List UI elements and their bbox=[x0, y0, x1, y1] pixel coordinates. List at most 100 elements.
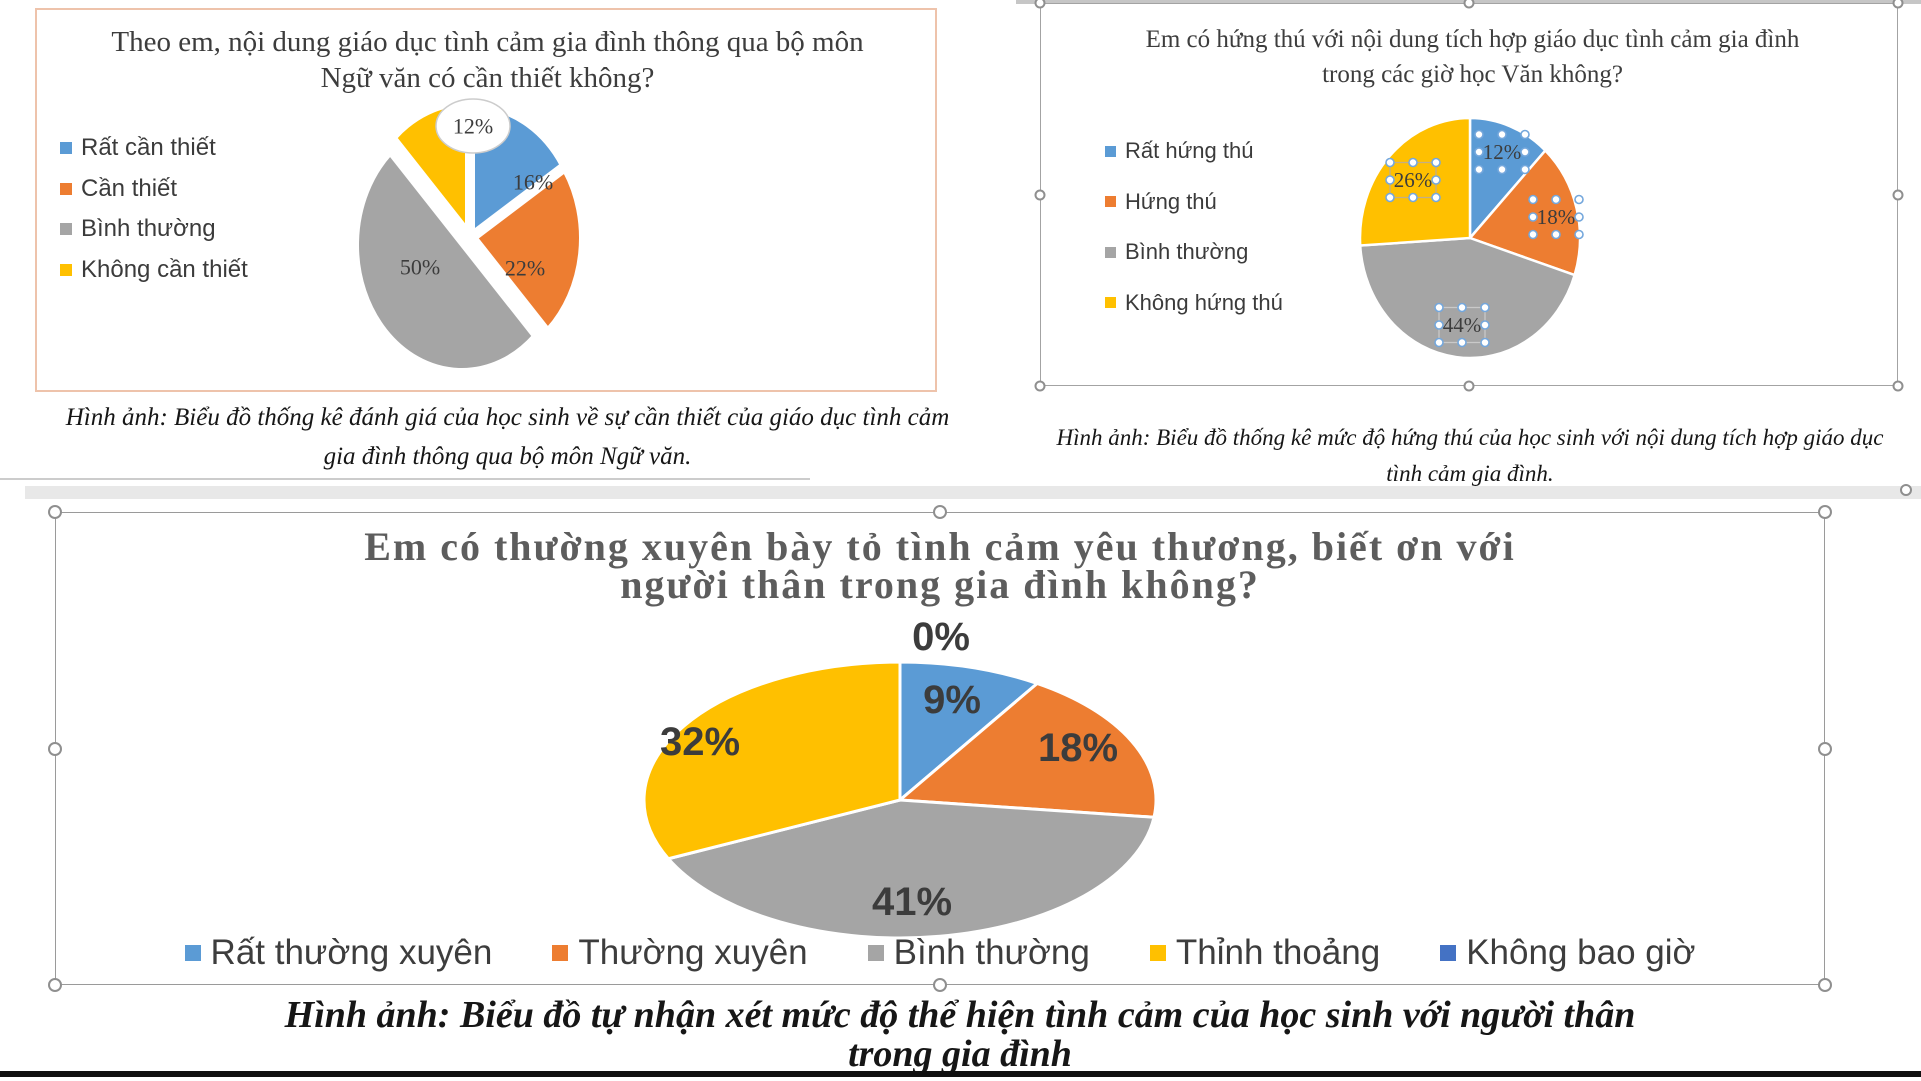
legend-swatch-icon bbox=[60, 263, 72, 276]
label-selection-dot[interactable] bbox=[1528, 194, 1538, 205]
selection-handle[interactable] bbox=[1034, 0, 1046, 9]
label-selection-dot[interactable] bbox=[1528, 212, 1538, 222]
chart1-pie[interactable]: 16% 22% 50% 12% bbox=[340, 85, 610, 385]
selection-handle[interactable] bbox=[1892, 189, 1904, 200]
pie-slice-Thỉnh thoảng[interactable] bbox=[642, 660, 902, 861]
label-selection-dot[interactable] bbox=[1551, 194, 1561, 205]
label-selection-dot[interactable] bbox=[1551, 229, 1561, 240]
legend-item[interactable]: Bình thường bbox=[1105, 239, 1283, 265]
pie-slice-Bình thường[interactable] bbox=[355, 151, 536, 372]
label-selection-dot[interactable] bbox=[1480, 337, 1490, 348]
legend-label: Cần thiết bbox=[81, 174, 178, 202]
data-label[interactable]: 26% bbox=[1394, 168, 1433, 192]
label-selection-dot[interactable] bbox=[1431, 192, 1441, 203]
label-selection-dot[interactable] bbox=[1520, 147, 1530, 157]
chart3-title-line1: Em có thường xuyên bày tỏ tình cảm yêu t… bbox=[364, 524, 1516, 569]
data-label[interactable]: 18% bbox=[1038, 726, 1118, 770]
data-label[interactable]: 22% bbox=[505, 256, 545, 281]
legend-item[interactable]: Thường xuyên bbox=[552, 933, 808, 973]
label-selection-dot[interactable] bbox=[1385, 192, 1395, 203]
selection-handle[interactable] bbox=[1892, 0, 1904, 9]
pie-slice-Cần thiết[interactable] bbox=[474, 169, 583, 332]
selection-handle[interactable] bbox=[1818, 978, 1832, 992]
selection-handle[interactable] bbox=[933, 505, 947, 519]
legend-item[interactable]: Không bao giờ bbox=[1440, 933, 1695, 973]
data-label[interactable]: 12% bbox=[1483, 140, 1522, 164]
stray-selection-handle[interactable] bbox=[1900, 484, 1912, 496]
label-selection-dot[interactable] bbox=[1497, 129, 1507, 140]
selection-handle[interactable] bbox=[1034, 189, 1046, 200]
selection-handle[interactable] bbox=[1034, 380, 1046, 392]
label-selection-dot[interactable] bbox=[1480, 320, 1490, 330]
label-selection-dot[interactable] bbox=[1434, 320, 1444, 330]
chart2-pie[interactable]: 12% 18% 44% 26% bbox=[1350, 110, 1590, 370]
label-selection-dot[interactable] bbox=[1434, 337, 1444, 348]
data-label[interactable]: 12% bbox=[453, 114, 493, 139]
label-selection-dot[interactable] bbox=[1408, 157, 1418, 168]
pie-slice-Bình thường[interactable] bbox=[666, 798, 1156, 940]
selection-handle[interactable] bbox=[48, 978, 62, 992]
label-selection-dot[interactable] bbox=[1474, 129, 1484, 140]
pie-slice-Thường xuyên[interactable] bbox=[898, 681, 1158, 819]
selection-handle[interactable] bbox=[1818, 505, 1832, 519]
chart1-caption: Hình ảnh: Biểu đồ thống kê đánh giá của … bbox=[15, 398, 1000, 476]
chart3-pie[interactable]: 9% 18% 41% 32% 0% bbox=[630, 615, 1170, 945]
data-label[interactable]: 41% bbox=[872, 880, 952, 924]
legend-item[interactable]: Bình thường bbox=[60, 215, 248, 243]
selection-handle[interactable] bbox=[1892, 380, 1904, 392]
label-selection-dot[interactable] bbox=[1385, 157, 1395, 168]
legend-item[interactable]: Không hứng thú bbox=[1105, 290, 1283, 316]
data-label[interactable]: 50% bbox=[400, 255, 440, 280]
legend-item[interactable]: Không cần thiết bbox=[60, 256, 248, 284]
chart1-title-line2: Ngữ văn có cần thiết không? bbox=[320, 62, 655, 94]
label-selection-dot[interactable] bbox=[1474, 147, 1484, 157]
selection-handle[interactable] bbox=[1818, 741, 1832, 756]
legend-item[interactable]: Hứng thú bbox=[1105, 189, 1283, 215]
selection-handle[interactable] bbox=[1463, 380, 1475, 392]
legend-label: Thường xuyên bbox=[578, 933, 808, 972]
label-selection-dot[interactable] bbox=[1385, 175, 1395, 185]
pie-slice-Hứng thú[interactable] bbox=[1468, 149, 1582, 277]
label-selection-dot[interactable] bbox=[1574, 212, 1584, 222]
label-selection-dot[interactable] bbox=[1480, 302, 1490, 313]
label-selection-dot[interactable] bbox=[1457, 337, 1467, 348]
selection-handle[interactable] bbox=[1463, 0, 1475, 9]
label-selection-dot[interactable] bbox=[1520, 164, 1530, 175]
legend-item[interactable]: Cần thiết bbox=[60, 175, 248, 203]
selection-handle[interactable] bbox=[48, 741, 62, 756]
label-selection-dot[interactable] bbox=[1574, 194, 1584, 205]
data-label[interactable]: 16% bbox=[513, 170, 553, 195]
legend-item[interactable]: Rất hứng thú bbox=[1105, 138, 1283, 164]
pie-slice-Rất thường xuyên[interactable] bbox=[898, 660, 1039, 802]
label-selection-dot[interactable] bbox=[1457, 302, 1467, 313]
selection-handle[interactable] bbox=[933, 978, 947, 992]
data-label[interactable]: 44% bbox=[1443, 313, 1482, 337]
label-selection-dot[interactable] bbox=[1408, 192, 1418, 203]
label-selection-dot[interactable] bbox=[1520, 129, 1530, 140]
data-label[interactable]: 0% bbox=[912, 615, 970, 659]
callout-ellipse[interactable] bbox=[435, 98, 511, 154]
legend-item[interactable]: Rất thường xuyên bbox=[184, 933, 492, 973]
label-selection-dot[interactable] bbox=[1431, 157, 1441, 168]
label-selection-dot[interactable] bbox=[1497, 164, 1507, 175]
selection-handle[interactable] bbox=[48, 505, 62, 519]
label-selection-dot[interactable] bbox=[1574, 229, 1584, 240]
section-divider-line bbox=[0, 478, 810, 480]
legend-item[interactable]: Rất cần thiết bbox=[60, 134, 248, 162]
label-selection-dot[interactable] bbox=[1474, 164, 1484, 175]
chart3-caption-line1: Hình ảnh: Biểu đồ tự nhận xét mức độ thể… bbox=[284, 994, 1636, 1036]
data-label[interactable]: 18% bbox=[1537, 205, 1576, 229]
legend-item[interactable]: Bình thường bbox=[867, 933, 1090, 973]
data-label[interactable]: 9% bbox=[923, 678, 981, 722]
pie-slice-Bình thường[interactable] bbox=[1358, 236, 1576, 360]
chart1-caption-line2: gia đình thông qua bộ môn Ngữ văn. bbox=[323, 443, 692, 470]
pie-slice-Không hứng thú[interactable] bbox=[1358, 116, 1472, 247]
legend-swatch-icon bbox=[60, 223, 72, 236]
data-label[interactable]: 32% bbox=[660, 720, 740, 764]
label-selection-dot[interactable] bbox=[1528, 229, 1538, 240]
label-selection-dot[interactable] bbox=[1431, 175, 1441, 185]
legend-item[interactable]: Thỉnh thoảng bbox=[1149, 933, 1380, 973]
label-selection-dot[interactable] bbox=[1434, 302, 1444, 313]
legend-label: Rất hứng thú bbox=[1125, 138, 1254, 163]
